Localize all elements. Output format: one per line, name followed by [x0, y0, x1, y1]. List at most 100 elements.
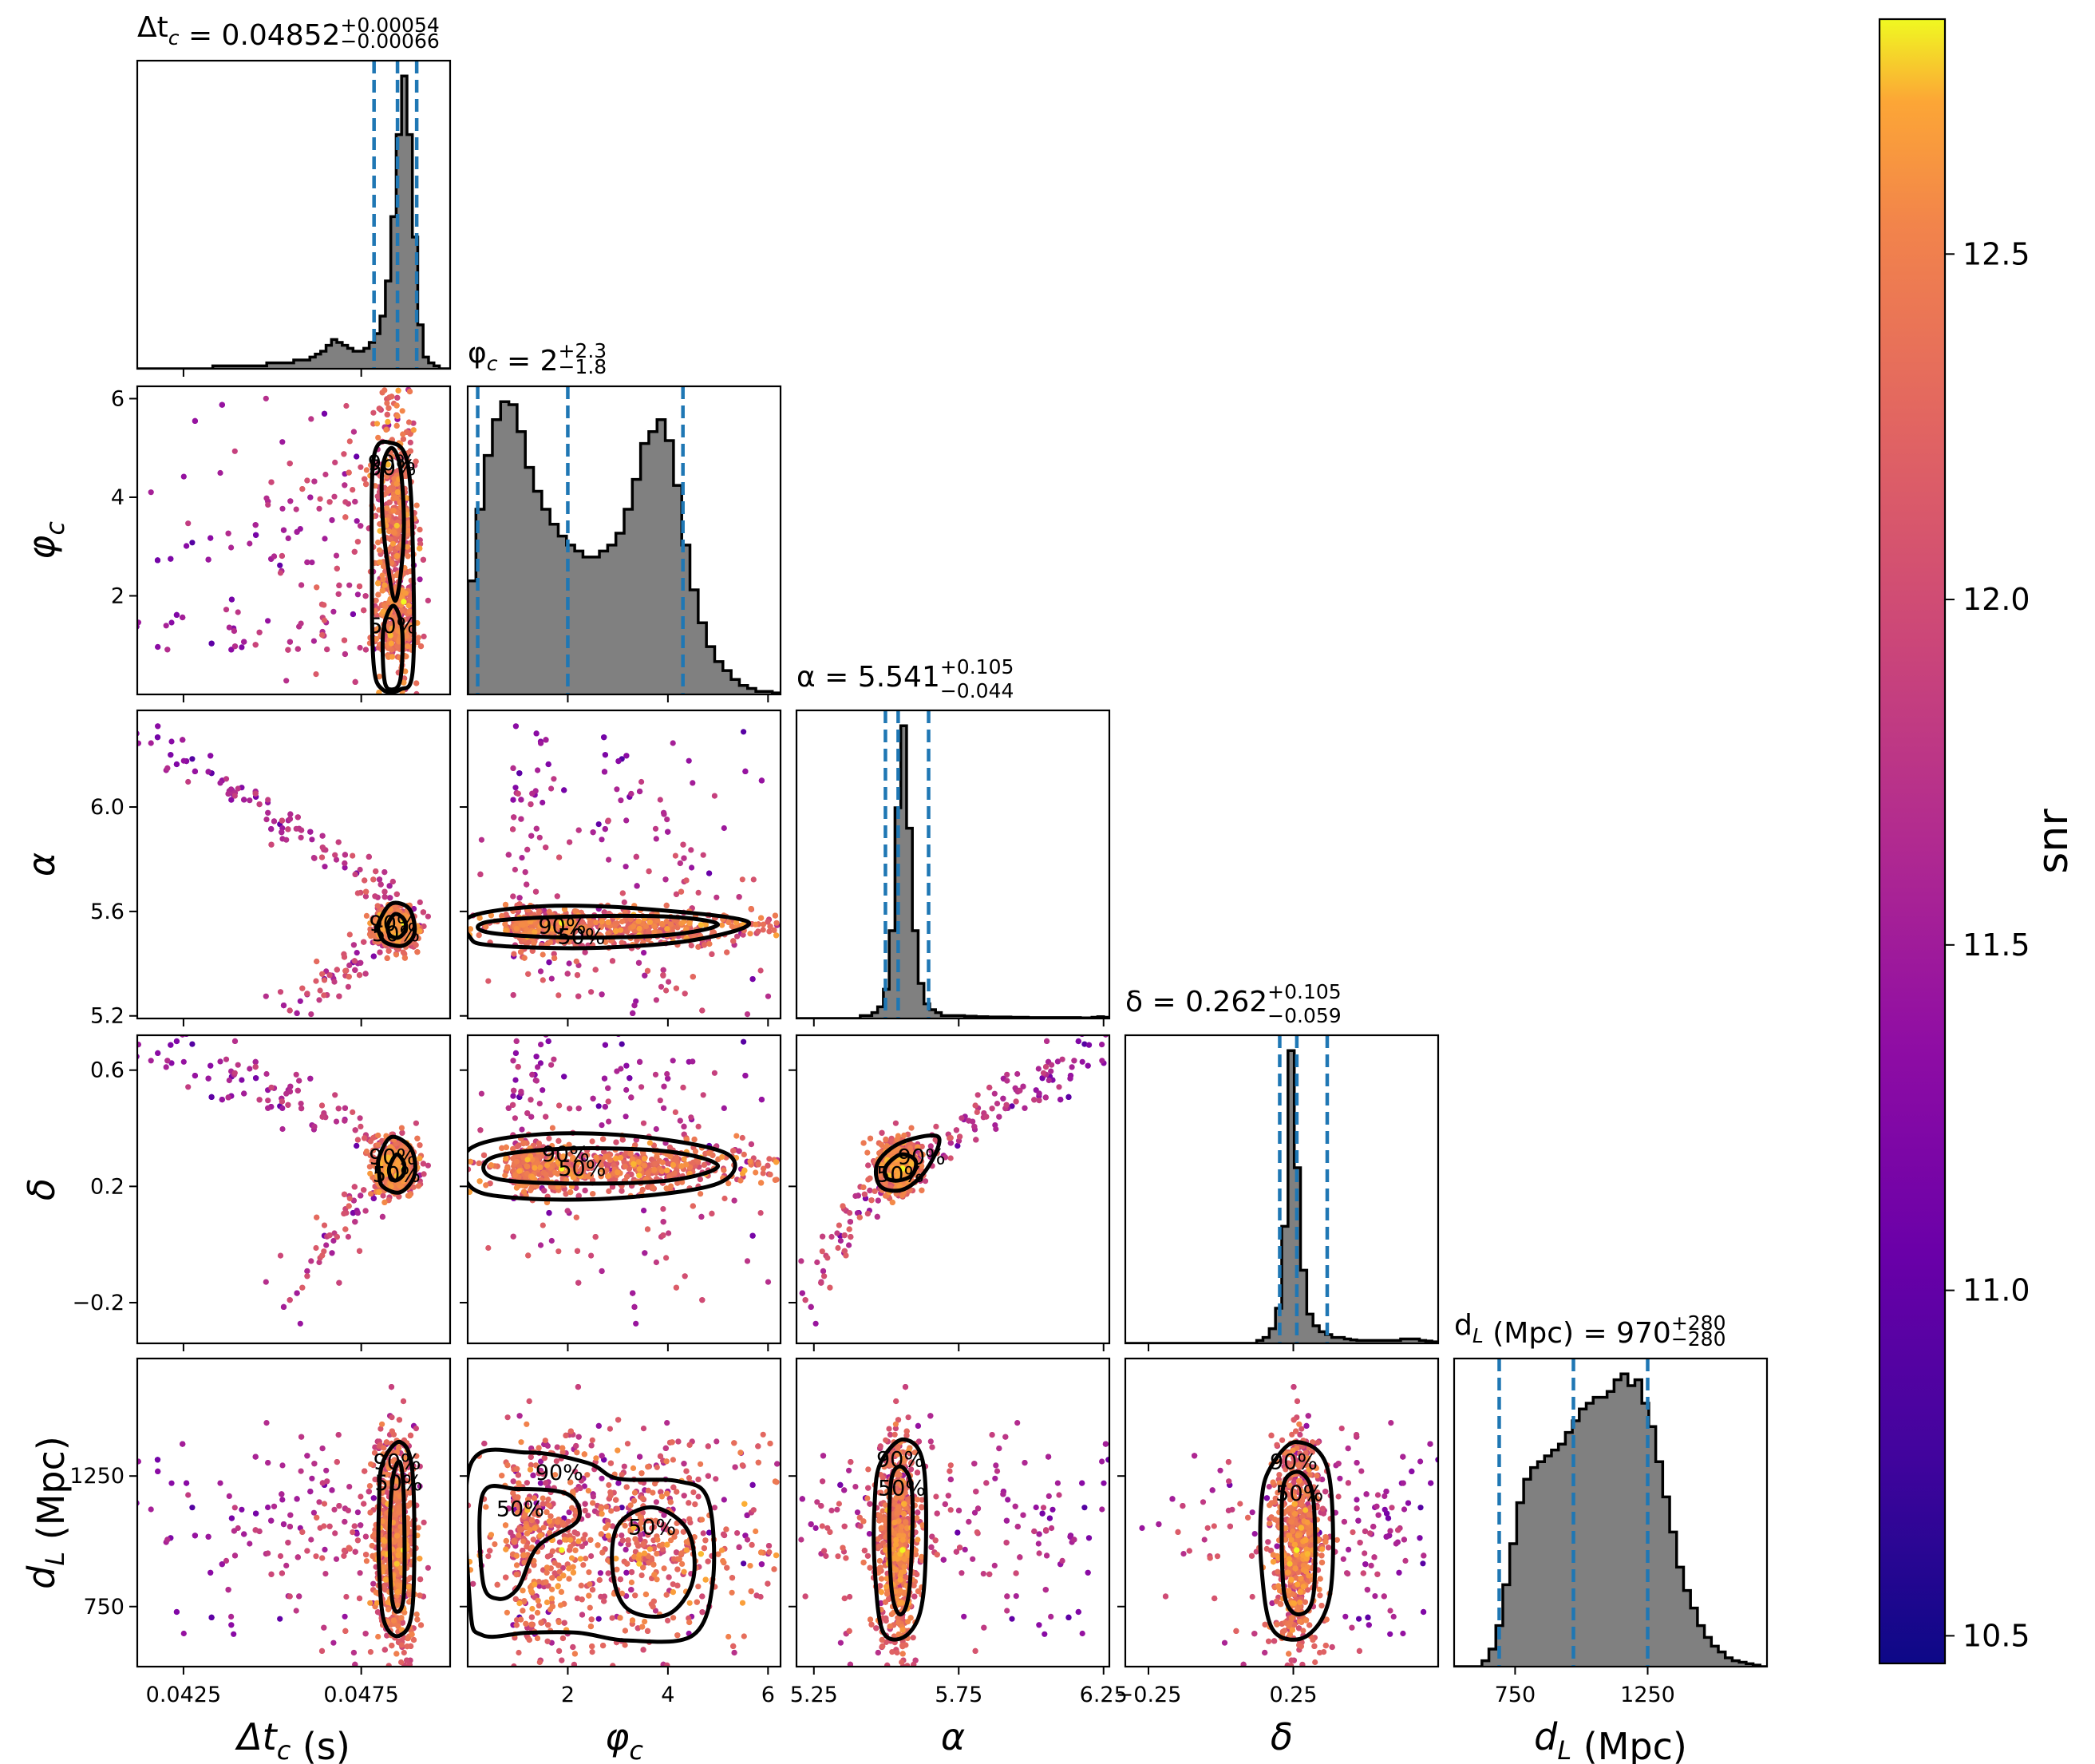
sample-point: [231, 643, 239, 650]
sample-point: [277, 989, 284, 995]
sample-point: [241, 797, 247, 803]
sample-point: [689, 864, 695, 871]
sample-point: [265, 501, 271, 508]
sample-point: [425, 597, 432, 604]
sample-point: [406, 596, 413, 603]
sample-point: [319, 833, 326, 839]
sample-point: [366, 853, 372, 860]
sample-point: [393, 481, 400, 487]
sample-point: [346, 438, 353, 445]
sample-point: [384, 955, 390, 961]
sample-point: [623, 817, 630, 824]
sample-point: [316, 997, 322, 1003]
sample-point: [394, 394, 401, 401]
sample-point: [370, 876, 377, 883]
sample-point: [189, 540, 196, 546]
sample-point: [304, 991, 310, 997]
sample-point: [352, 967, 358, 973]
sample-point: [551, 955, 558, 961]
sample-point: [321, 977, 328, 983]
sample-point: [189, 756, 196, 762]
sample-point: [370, 953, 377, 959]
sample-point: [547, 939, 554, 946]
sample-point: [180, 737, 186, 743]
sample-point: [695, 889, 702, 896]
sample-point: [619, 939, 625, 946]
sample-point: [180, 614, 186, 621]
sample-point: [540, 799, 546, 806]
sample-point: [417, 576, 423, 583]
sample-point: [572, 908, 579, 915]
sample-point: [383, 468, 389, 474]
sample-point: [155, 723, 161, 730]
sample-point: [307, 494, 314, 500]
title-plus-error: +0.00054: [340, 14, 439, 37]
sample-point: [758, 777, 765, 784]
sample-point: [228, 544, 235, 551]
sample-point: [173, 761, 180, 768]
sample-point: [535, 767, 541, 773]
sample-point: [317, 987, 323, 994]
sample-point: [543, 737, 549, 743]
sample-point: [324, 647, 330, 653]
sample-point: [485, 978, 492, 984]
sample-point: [740, 931, 746, 938]
sample-point: [393, 572, 400, 579]
title-value: = 0.04852: [180, 19, 341, 52]
sample-point: [425, 913, 432, 920]
sample-point: [361, 939, 367, 945]
sample-point: [400, 436, 406, 442]
sample-point: [322, 536, 328, 542]
sample-point: [389, 453, 395, 460]
sample-point: [374, 903, 381, 909]
sample-point: [623, 753, 630, 759]
sample-point: [357, 866, 363, 873]
sample-point: [564, 971, 571, 977]
sample-point: [319, 844, 326, 851]
sample-point: [548, 785, 555, 792]
sample-point: [332, 852, 338, 858]
sample-point: [342, 514, 349, 520]
sample-point: [335, 591, 342, 597]
sample-point: [192, 768, 198, 775]
scatter-panel-dtc-alpha: 50%90%5.25.66.0: [90, 709, 452, 1029]
sample-point: [619, 918, 626, 925]
sample-point: [280, 1003, 287, 1009]
sample-point: [279, 439, 286, 445]
sample-point: [734, 933, 741, 939]
sample-point: [148, 489, 154, 496]
sample-point: [375, 540, 381, 546]
sample-point: [168, 738, 175, 745]
sample-point: [573, 958, 579, 965]
sample-point: [771, 927, 777, 933]
sample-point: [635, 959, 642, 966]
histogram-panel-dtc: Δtc = 0.04852+0.00054 −0.00066: [136, 11, 452, 377]
sample-point: [231, 627, 237, 635]
sample-point: [699, 1007, 706, 1014]
sample-point: [388, 560, 395, 566]
sample-point: [354, 453, 360, 460]
sample-point: [350, 487, 356, 493]
sample-point: [417, 540, 424, 548]
sample-point: [362, 971, 369, 977]
sample-point: [393, 422, 400, 429]
y-tick-label: 5.6: [90, 900, 125, 924]
sample-point: [627, 916, 634, 923]
sample-point: [374, 493, 381, 500]
sample-point: [420, 556, 427, 563]
sample-point: [385, 418, 391, 425]
sample-point: [185, 520, 192, 527]
sample-point: [298, 827, 305, 833]
sample-point: [354, 890, 361, 896]
sample-point: [346, 931, 353, 938]
sample-point: [362, 476, 368, 482]
title-subscript: c: [487, 352, 498, 375]
sample-point: [205, 769, 211, 775]
sample-point: [512, 866, 519, 873]
sample-point: [346, 582, 353, 588]
sample-point: [308, 416, 314, 422]
sample-point: [678, 888, 685, 895]
sample-point: [660, 972, 666, 979]
sample-point: [516, 895, 523, 901]
sample-point: [376, 547, 383, 553]
